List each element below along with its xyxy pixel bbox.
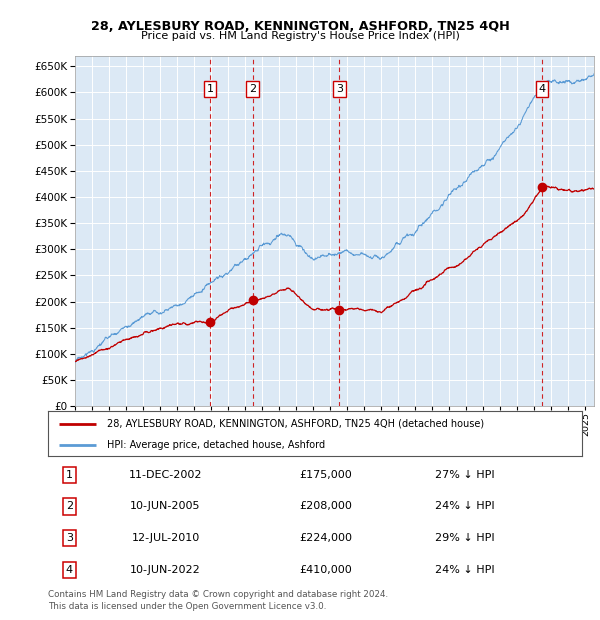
- Text: 28, AYLESBURY ROAD, KENNINGTON, ASHFORD, TN25 4QH: 28, AYLESBURY ROAD, KENNINGTON, ASHFORD,…: [91, 20, 509, 33]
- Text: 28, AYLESBURY ROAD, KENNINGTON, ASHFORD, TN25 4QH (detached house): 28, AYLESBURY ROAD, KENNINGTON, ASHFORD,…: [107, 418, 484, 428]
- Text: 12-JUL-2010: 12-JUL-2010: [131, 533, 200, 543]
- Text: 29% ↓ HPI: 29% ↓ HPI: [435, 533, 494, 543]
- Text: 24% ↓ HPI: 24% ↓ HPI: [435, 565, 494, 575]
- Text: 1: 1: [66, 470, 73, 480]
- Text: 2: 2: [249, 84, 256, 94]
- Text: Price paid vs. HM Land Registry's House Price Index (HPI): Price paid vs. HM Land Registry's House …: [140, 31, 460, 41]
- Text: 4: 4: [66, 565, 73, 575]
- Text: 24% ↓ HPI: 24% ↓ HPI: [435, 502, 494, 512]
- Text: HPI: Average price, detached house, Ashford: HPI: Average price, detached house, Ashf…: [107, 440, 325, 450]
- Text: 27% ↓ HPI: 27% ↓ HPI: [435, 470, 494, 480]
- Text: £175,000: £175,000: [299, 470, 352, 480]
- Text: 10-JUN-2005: 10-JUN-2005: [130, 502, 201, 512]
- Text: 10-JUN-2022: 10-JUN-2022: [130, 565, 201, 575]
- Text: £208,000: £208,000: [299, 502, 352, 512]
- Text: Contains HM Land Registry data © Crown copyright and database right 2024.
This d: Contains HM Land Registry data © Crown c…: [48, 590, 388, 611]
- Text: 3: 3: [66, 533, 73, 543]
- Text: 11-DEC-2002: 11-DEC-2002: [129, 470, 202, 480]
- Text: 1: 1: [206, 84, 214, 94]
- Text: 4: 4: [538, 84, 545, 94]
- Text: 3: 3: [336, 84, 343, 94]
- Text: £410,000: £410,000: [299, 565, 352, 575]
- Text: 2: 2: [66, 502, 73, 512]
- Text: £224,000: £224,000: [299, 533, 352, 543]
